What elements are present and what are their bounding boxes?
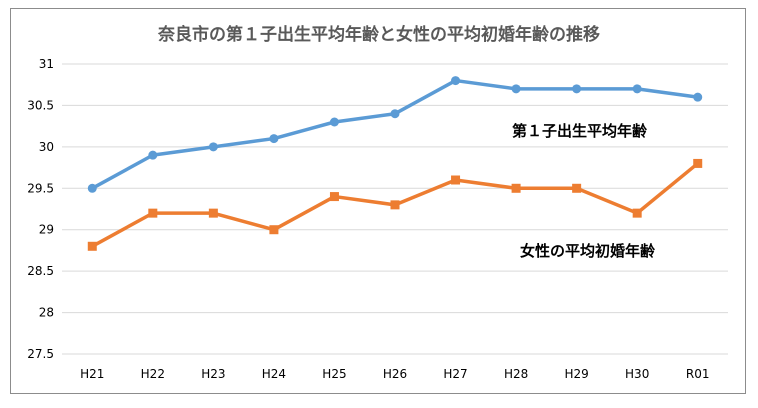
- data-point: [632, 84, 642, 94]
- data-point: [87, 183, 97, 193]
- data-point: [451, 76, 461, 86]
- x-tick-label: H25: [322, 367, 346, 381]
- chart-title: 奈良市の第１子出生平均年齢と女性の平均初婚年齢の推移: [158, 25, 600, 45]
- data-point: [390, 109, 400, 119]
- data-point: [511, 84, 521, 94]
- y-tick-label: 30.5: [27, 98, 54, 112]
- x-tick-label: R01: [686, 367, 710, 381]
- series-label-first-marriage-age: 女性の平均初婚年齢: [520, 242, 656, 260]
- y-axis-ticks: 27.5 28 28.5 29 29.5 30 30.5 31: [27, 57, 54, 361]
- x-tick-label: H21: [80, 367, 104, 381]
- data-point: [511, 183, 521, 193]
- x-tick-label: H23: [201, 367, 225, 381]
- y-tick-label: 30: [39, 140, 54, 154]
- data-point: [329, 117, 339, 127]
- data-point: [269, 225, 279, 235]
- x-tick-label: H22: [141, 367, 165, 381]
- x-tick-label: H24: [262, 367, 286, 381]
- data-point: [269, 134, 279, 144]
- data-point: [693, 92, 703, 102]
- data-point: [572, 183, 582, 193]
- data-point: [329, 192, 339, 202]
- grid-lines: [62, 63, 728, 355]
- x-tick-label: H26: [383, 367, 407, 381]
- y-tick-label: 31: [39, 57, 54, 71]
- x-tick-label: H28: [504, 367, 528, 381]
- x-tick-label: H27: [443, 367, 467, 381]
- x-axis-ticks: H21 H22 H23 H24 H25 H26 H27 H28 H29 H30 R01: [80, 367, 709, 381]
- data-point: [208, 208, 218, 218]
- data-point: [148, 150, 158, 160]
- y-tick-label: 28.5: [27, 264, 54, 278]
- data-point: [87, 241, 97, 251]
- y-tick-label: 29: [39, 223, 54, 237]
- y-tick-label: 27.5: [27, 347, 54, 361]
- data-point: [451, 175, 461, 185]
- data-point: [693, 158, 703, 168]
- x-tick-label: H29: [564, 367, 588, 381]
- data-point: [632, 208, 642, 218]
- data-point: [208, 142, 218, 152]
- y-tick-label: 29.5: [27, 181, 54, 195]
- x-tick-label: H30: [625, 367, 649, 381]
- data-point: [148, 208, 158, 218]
- data-point: [572, 84, 582, 94]
- y-tick-label: 28: [39, 306, 54, 320]
- series-points: [87, 76, 703, 251]
- series-label-first-birth-age: 第１子出生平均年齢: [512, 122, 648, 140]
- data-point: [390, 200, 400, 210]
